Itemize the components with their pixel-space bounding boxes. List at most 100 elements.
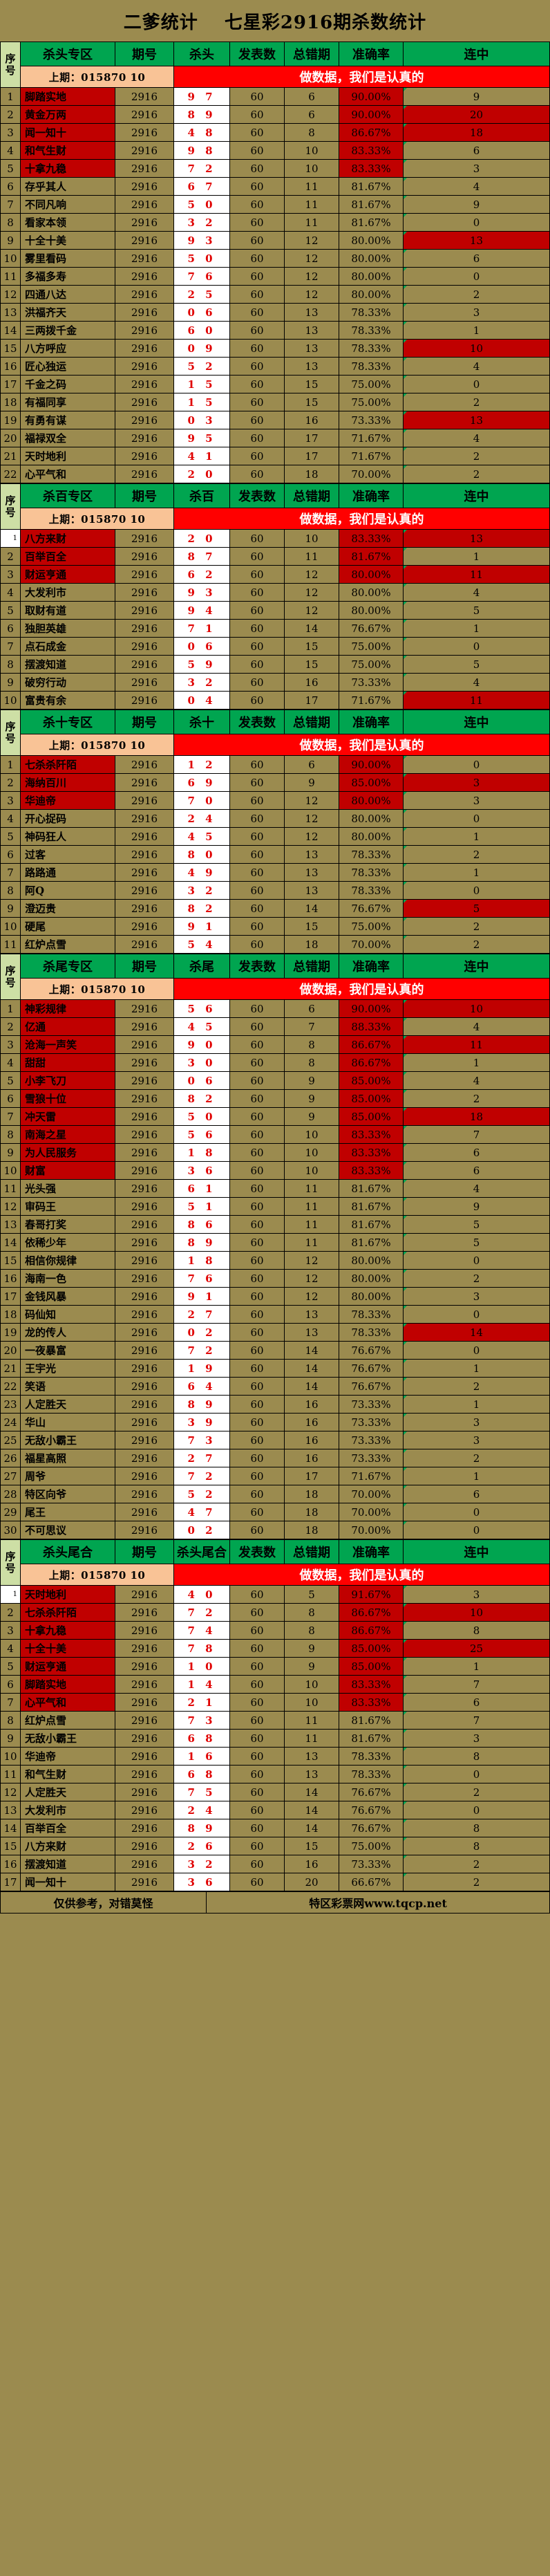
- kill-numbers: 5 9: [173, 655, 230, 674]
- period-cell: 2916: [115, 393, 174, 411]
- wrong-count: 15: [284, 655, 339, 674]
- table-row: 2 黄金万两 2916 8 9 60 6 90.00% 20: [0, 105, 550, 124]
- wrong-count: 6: [284, 755, 339, 774]
- footer-row: 仅供参考，对错莫怪 特区彩票网www.tqcp.net: [0, 1891, 550, 1914]
- row-index: 10: [0, 249, 21, 268]
- streak-count: 11: [403, 565, 550, 584]
- kill-numbers: 7 3: [173, 1431, 230, 1449]
- kill-numbers: 3 2: [173, 1855, 230, 1873]
- published-count: 60: [229, 1395, 285, 1414]
- published-count: 60: [229, 159, 285, 178]
- kill-numbers: 6 0: [173, 321, 230, 340]
- kill-numbers: 5 4: [173, 935, 230, 954]
- expert-name: 龙的传人: [20, 1323, 115, 1342]
- streak-count: 4: [403, 1071, 550, 1090]
- streak-count: 2: [403, 1449, 550, 1467]
- kill-numbers: 5 0: [173, 249, 230, 268]
- expert-name: 审码王: [20, 1197, 115, 1216]
- accuracy-rate: 86.67%: [339, 123, 404, 142]
- published-count: 60: [229, 1125, 285, 1144]
- accuracy-rate: 81.67%: [339, 1711, 404, 1730]
- accuracy-rate: 83.33%: [339, 529, 404, 548]
- wrong-count: 6: [284, 999, 339, 1018]
- expert-name: 破穷行动: [20, 673, 115, 692]
- period-cell: 2916: [115, 1485, 174, 1503]
- expert-name: 周爷: [20, 1467, 115, 1485]
- row-index: 16: [0, 357, 21, 376]
- accuracy-rate: 78.33%: [339, 1765, 404, 1783]
- kill-numbers: 9 8: [173, 141, 230, 160]
- wrong-count: 11: [284, 1197, 339, 1216]
- accuracy-rate: 80.00%: [339, 267, 404, 286]
- wrong-count: 12: [284, 267, 339, 286]
- period-cell: 2916: [115, 1377, 174, 1396]
- table-row: 6 存乎其人 2916 6 7 60 11 81.67% 4: [0, 177, 550, 196]
- accuracy-rate: 78.33%: [339, 845, 404, 864]
- row-index: 6: [0, 845, 21, 864]
- published-count: 60: [229, 1657, 285, 1676]
- table-row: 3 十拿九稳 2916 7 4 60 8 86.67% 8: [0, 1621, 550, 1640]
- table-row: 18 有福同享 2916 1 5 60 15 75.00% 2: [0, 393, 550, 411]
- row-index: 2: [0, 1603, 21, 1622]
- expert-name: 人定胜天: [20, 1783, 115, 1801]
- row-index: 14: [0, 321, 21, 340]
- row-index: 15: [0, 339, 21, 358]
- table-row: 13 春哥打奖 2916 8 6 60 11 81.67% 5: [0, 1215, 550, 1234]
- expert-name: 南海之星: [20, 1125, 115, 1144]
- table-row: 2 海纳百川 2916 6 9 60 9 85.00% 3: [0, 773, 550, 792]
- published-count: 60: [229, 691, 285, 710]
- table-row: 20 一夜暴富 2916 7 2 60 14 76.67% 0: [0, 1341, 550, 1360]
- row-index: 4: [0, 1639, 21, 1658]
- expert-name: 神码狂人: [20, 827, 115, 846]
- streak-count: 4: [403, 357, 550, 376]
- column-header-streak: 连中: [403, 1539, 550, 1564]
- expert-name: 春哥打奖: [20, 1215, 115, 1234]
- kill-numbers: 9 0: [173, 1035, 230, 1054]
- published-count: 60: [229, 845, 285, 864]
- table-row: 4 大发利市 2916 9 3 60 12 80.00% 4: [0, 583, 550, 602]
- row-index: 3: [0, 791, 21, 810]
- wrong-count: 16: [284, 411, 339, 429]
- kill-numbers: 5 2: [173, 357, 230, 376]
- expert-name: 看家本领: [20, 213, 115, 232]
- table-row: 12 人定胜天 2916 7 5 60 14 76.67% 2: [0, 1783, 550, 1801]
- wrong-count: 9: [284, 1071, 339, 1090]
- column-header-kill: 杀头: [173, 41, 230, 66]
- column-header-kill: 杀尾: [173, 954, 230, 979]
- published-count: 60: [229, 1855, 285, 1873]
- row-index: 11: [0, 1765, 21, 1783]
- wrong-count: 13: [284, 1747, 339, 1766]
- streak-count: 7: [403, 1711, 550, 1730]
- wrong-count: 11: [284, 213, 339, 232]
- kill-numbers: 2 1: [173, 1693, 230, 1712]
- table-row: 9 澄迈贵 2916 8 2 60 14 76.67% 5: [0, 899, 550, 918]
- streak-count: 5: [403, 655, 550, 674]
- published-count: 60: [229, 213, 285, 232]
- row-index: 15: [0, 1251, 21, 1270]
- period-cell: 2916: [115, 917, 174, 936]
- expert-name: 雾里看码: [20, 249, 115, 268]
- published-count: 60: [229, 1621, 285, 1640]
- table-row: 3 华迪帝 2916 7 0 60 12 80.00% 3: [0, 791, 550, 810]
- section-subheader-row: 上期：015870 10 做数据，我们是认真的: [1, 734, 550, 756]
- published-count: 60: [229, 1675, 285, 1694]
- row-index: 20: [0, 429, 21, 447]
- expert-name: 人定胜天: [20, 1395, 115, 1414]
- table-row: 1 天时地利 2916 4 0 60 5 91.67% 3: [0, 1585, 550, 1604]
- section-table: 序号 杀百专区 期号 杀百 发表数 总错期 准确率 连中 上期：015870 10 做数据，我们是…: [0, 483, 550, 710]
- accuracy-rate: 90.00%: [339, 87, 404, 106]
- table-row: 8 南海之星 2916 5 6 60 10 83.33% 7: [0, 1125, 550, 1144]
- wrong-count: 13: [284, 1305, 339, 1324]
- row-index: 10: [0, 1747, 21, 1766]
- table-row: 11 光头强 2916 6 1 60 11 81.67% 4: [0, 1179, 550, 1198]
- period-cell: 2916: [115, 1621, 174, 1640]
- streak-count: 5: [403, 1233, 550, 1252]
- accuracy-rate: 78.33%: [339, 1305, 404, 1324]
- column-header-streak: 连中: [403, 483, 550, 508]
- table-row: 6 雪狼十位 2916 8 2 60 9 85.00% 2: [0, 1089, 550, 1108]
- published-count: 60: [229, 1783, 285, 1801]
- row-index: 3: [0, 123, 21, 142]
- streak-count: 0: [403, 809, 550, 828]
- table-row: 7 路路通 2916 4 9 60 13 78.33% 1: [0, 863, 550, 882]
- row-index: 4: [0, 583, 21, 602]
